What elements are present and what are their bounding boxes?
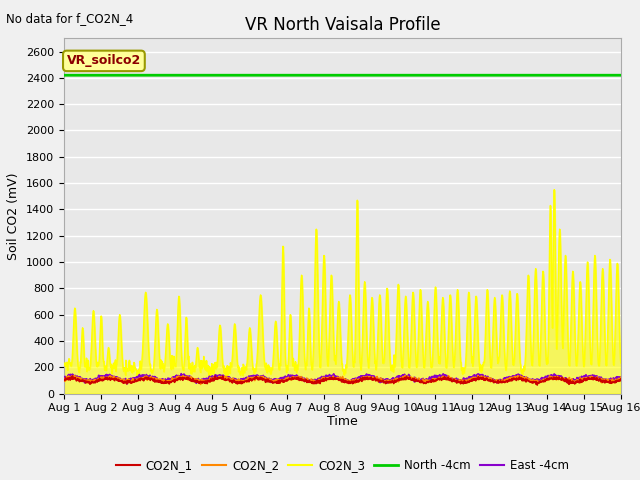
X-axis label: Time: Time — [327, 415, 358, 428]
East -4cm — [552, 373, 559, 379]
CO2N_2 — [196, 382, 204, 387]
Line: CO2N_3: CO2N_3 — [64, 190, 621, 379]
Line: CO2N_2: CO2N_2 — [64, 375, 621, 384]
CO2N_3 — [552, 259, 559, 265]
CO2N_1 — [68, 373, 76, 379]
CO2N_3 — [617, 360, 625, 366]
CO2N_2 — [246, 374, 254, 380]
East -4cm — [177, 371, 185, 377]
CO2N_1 — [552, 375, 559, 381]
Line: East -4cm: East -4cm — [64, 374, 621, 384]
East -4cm — [171, 374, 179, 380]
CO2N_1 — [246, 377, 254, 383]
Y-axis label: Soil CO2 (mV): Soil CO2 (mV) — [8, 172, 20, 260]
North -4cm — [60, 72, 68, 78]
CO2N_1 — [60, 377, 68, 383]
Line: CO2N_1: CO2N_1 — [64, 376, 621, 385]
North -4cm — [617, 72, 625, 78]
CO2N_2 — [170, 377, 178, 383]
Legend: CO2N_1, CO2N_2, CO2N_3, North -4cm, East -4cm: CO2N_1, CO2N_2, CO2N_3, North -4cm, East… — [111, 454, 573, 477]
CO2N_3 — [502, 367, 509, 373]
CO2N_3 — [429, 343, 437, 348]
CO2N_2 — [502, 378, 510, 384]
CO2N_2 — [552, 376, 559, 382]
North -4cm — [246, 72, 254, 78]
East -4cm — [60, 374, 68, 380]
CO2N_2 — [429, 379, 437, 385]
CO2N_3 — [222, 376, 230, 382]
North -4cm — [184, 72, 191, 78]
CO2N_2 — [184, 377, 191, 383]
East -4cm — [124, 381, 131, 386]
CO2N_3 — [246, 330, 254, 336]
East -4cm — [617, 375, 625, 381]
CO2N_3 — [170, 360, 178, 366]
East -4cm — [429, 375, 437, 381]
CO2N_1 — [617, 376, 625, 382]
Title: VR North Vaisala Profile: VR North Vaisala Profile — [244, 16, 440, 34]
CO2N_3 — [60, 362, 68, 368]
East -4cm — [247, 374, 255, 380]
East -4cm — [502, 375, 510, 381]
North -4cm — [502, 72, 509, 78]
North -4cm — [429, 72, 436, 78]
CO2N_3 — [184, 348, 191, 353]
Text: VR_soilco2: VR_soilco2 — [67, 54, 141, 67]
CO2N_1 — [171, 380, 179, 385]
North -4cm — [170, 72, 178, 78]
East -4cm — [185, 375, 193, 381]
CO2N_2 — [474, 372, 482, 378]
CO2N_1 — [184, 376, 192, 382]
CO2N_2 — [60, 378, 68, 384]
CO2N_3 — [550, 187, 558, 192]
North -4cm — [551, 72, 559, 78]
CO2N_1 — [533, 382, 541, 388]
CO2N_2 — [617, 374, 625, 380]
Text: No data for f_CO2N_4: No data for f_CO2N_4 — [6, 12, 134, 25]
CO2N_1 — [429, 378, 437, 384]
CO2N_1 — [502, 378, 509, 384]
